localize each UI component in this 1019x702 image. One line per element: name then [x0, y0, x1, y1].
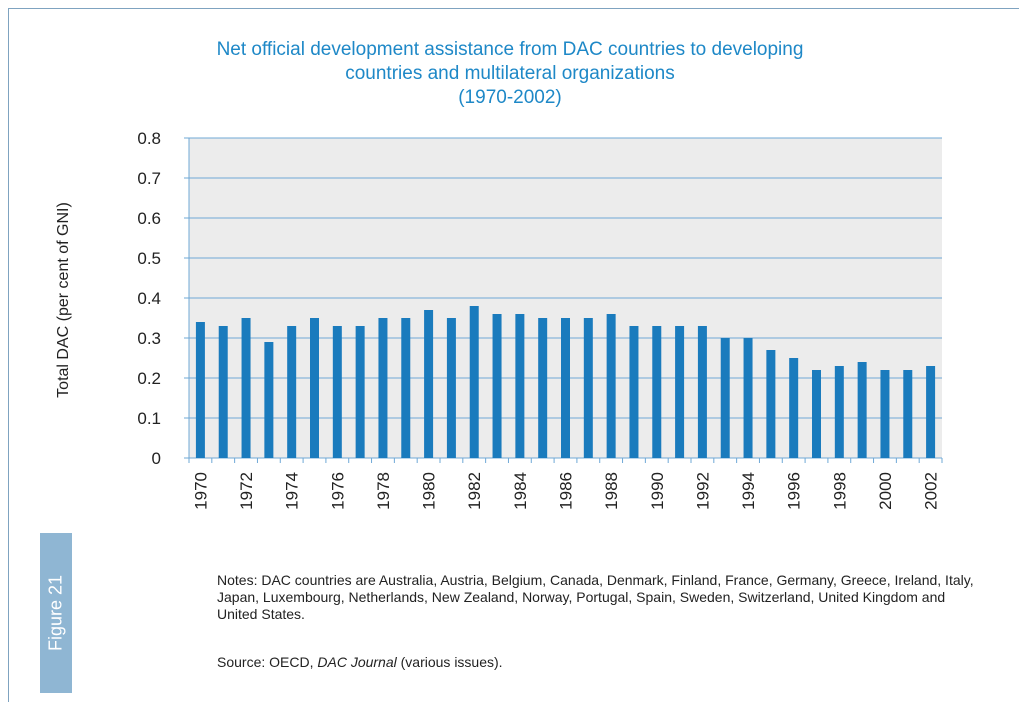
bar: [492, 314, 502, 458]
bar: [926, 366, 936, 458]
bar: [629, 326, 639, 458]
source-text: Source: OECD, DAC Journal (various issue…: [217, 654, 503, 670]
x-tick-label: 1986: [557, 472, 576, 510]
x-tick-label: 1998: [830, 472, 849, 510]
bar: [834, 366, 844, 458]
bar: [378, 318, 388, 458]
bar: [743, 338, 753, 458]
x-tick-label: 1992: [693, 472, 712, 510]
x-tick-label: 1984: [511, 472, 530, 510]
figure-tab: Figure 21: [40, 533, 72, 693]
x-tick-label: 1980: [420, 472, 439, 510]
y-tick-label: 0.3: [137, 329, 161, 348]
chart-title-line: Net official development assistance from…: [216, 39, 804, 60]
bar: [697, 326, 707, 458]
x-tick-label: 2002: [922, 472, 941, 510]
source-prefix: Source: OECD,: [217, 654, 318, 670]
bar: [766, 350, 776, 458]
figure-tab-label: Figure 21: [45, 574, 66, 652]
x-tick-label: 1990: [648, 472, 667, 510]
bar: [652, 326, 662, 458]
bar: [789, 358, 799, 458]
bar: [287, 326, 297, 458]
bar: [218, 326, 228, 458]
x-tick-label: 1974: [283, 472, 302, 510]
x-tick-label: 1976: [328, 472, 347, 510]
bar: [241, 318, 251, 458]
x-tick-label: 1970: [191, 472, 210, 510]
x-tick-label: 1994: [739, 472, 758, 510]
x-tick-label: 1978: [374, 472, 393, 510]
y-tick-label: 0.5: [137, 249, 161, 268]
y-axis-label: Total DAC (per cent of GNI): [55, 202, 72, 398]
bar: [446, 318, 456, 458]
x-tick-label: 1996: [785, 472, 804, 510]
bar: [583, 318, 593, 458]
bar: [355, 326, 365, 458]
x-tick-label: 1988: [602, 472, 621, 510]
bar: [401, 318, 411, 458]
bar: [310, 318, 319, 458]
bar: [469, 306, 479, 458]
bar: [675, 326, 685, 458]
bar: [264, 342, 274, 458]
source-suffix: (various issues).: [396, 654, 503, 670]
y-tick-label: 0: [152, 449, 161, 468]
bar: [515, 314, 525, 458]
bar: [857, 362, 867, 458]
bar: [606, 314, 616, 458]
bar: [332, 326, 342, 458]
bar: [195, 322, 205, 458]
y-tick-label: 0.8: [137, 129, 161, 148]
notes-text: Notes: DAC countries are Australia, Aust…: [217, 572, 974, 622]
chart-title-line: (1970-2002): [458, 87, 562, 108]
bar: [720, 338, 730, 458]
bar: [903, 370, 913, 458]
x-tick-label: 2000: [876, 472, 895, 510]
y-tick-label: 0.4: [137, 289, 161, 308]
chart-title: Net official development assistance from…: [100, 38, 920, 110]
bar: [424, 310, 434, 458]
chart-title-line: countries and multilateral organizations: [345, 63, 675, 84]
y-tick-label: 0.2: [137, 369, 161, 388]
y-tick-label: 0.6: [137, 209, 161, 228]
bar: [538, 318, 548, 458]
bar: [561, 318, 570, 458]
bar: [812, 370, 821, 458]
y-tick-label: 0.7: [137, 169, 161, 188]
bar: [880, 370, 890, 458]
x-tick-label: 1972: [237, 472, 256, 510]
source-publication: DAC Journal: [317, 654, 397, 670]
y-tick-label: 0.1: [137, 409, 161, 428]
figure-frame: [8, 8, 1019, 702]
x-tick-label: 1982: [465, 472, 484, 510]
